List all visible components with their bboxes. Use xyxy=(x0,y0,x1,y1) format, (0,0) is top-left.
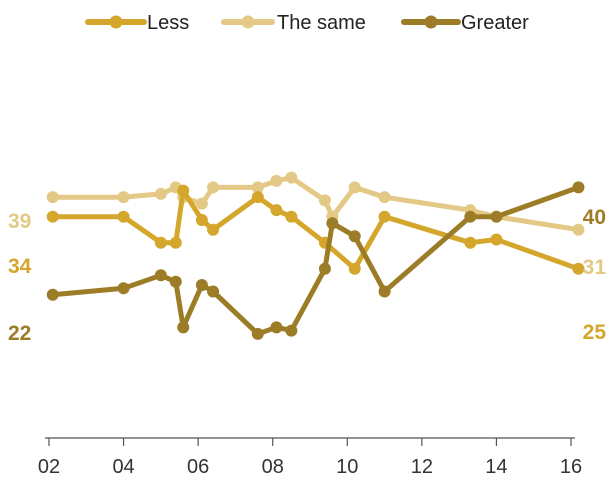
data-point-greater xyxy=(177,321,190,334)
legend-label-less: Less xyxy=(147,12,189,34)
data-point-the-same xyxy=(154,187,167,200)
series-line-less xyxy=(50,188,581,272)
data-point-greater xyxy=(348,230,361,243)
data-point-less xyxy=(251,191,264,204)
data-point-greater xyxy=(270,321,283,334)
x-tick-label: 06 xyxy=(187,456,209,478)
end-value-label: 25 xyxy=(583,321,607,344)
data-point-the-same xyxy=(285,171,298,184)
data-point-greater xyxy=(195,279,208,292)
legend-marker-greater xyxy=(424,15,438,29)
x-tick-label: 10 xyxy=(336,456,358,478)
data-point-the-same xyxy=(195,197,208,210)
data-point-less xyxy=(572,262,585,275)
series-layer xyxy=(46,171,585,340)
data-point-greater xyxy=(154,269,167,282)
data-point-greater xyxy=(169,275,182,288)
data-point-the-same xyxy=(46,191,59,204)
series-less xyxy=(46,184,585,275)
legend-marker-the-same xyxy=(241,15,255,29)
data-point-greater xyxy=(251,327,264,340)
x-tick-label: 16 xyxy=(560,456,582,478)
data-point-the-same xyxy=(572,223,585,236)
data-point-less xyxy=(46,210,59,223)
data-point-greater xyxy=(464,210,477,223)
data-point-less xyxy=(207,223,220,236)
data-point-less xyxy=(177,184,190,197)
data-point-greater xyxy=(318,262,331,275)
data-point-greater xyxy=(326,217,339,230)
data-point-the-same xyxy=(117,191,130,204)
x-tick-label: 12 xyxy=(411,456,433,478)
start-value-label: 22 xyxy=(8,322,31,345)
data-point-greater xyxy=(378,285,391,298)
data-point-the-same xyxy=(348,181,361,194)
series-the-same xyxy=(46,171,585,236)
data-point-the-same xyxy=(270,174,283,187)
legend-label-the-same: The same xyxy=(277,12,366,34)
data-point-greater xyxy=(285,324,298,337)
data-point-greater xyxy=(46,288,59,301)
data-point-the-same xyxy=(318,194,331,207)
series-greater xyxy=(46,181,585,340)
end-value-label: 40 xyxy=(583,206,606,229)
data-point-greater xyxy=(572,181,585,194)
x-axis: 02 04 06 08 10 12 14 16 xyxy=(38,437,582,478)
data-point-less xyxy=(378,210,391,223)
data-point-greater xyxy=(490,210,503,223)
start-value-label: 34 xyxy=(8,255,32,278)
data-point-less xyxy=(270,204,283,217)
start-value-label: 39 xyxy=(8,210,31,233)
data-point-the-same xyxy=(207,181,220,194)
x-tick-label: 04 xyxy=(112,456,134,478)
data-point-less xyxy=(195,213,208,226)
data-point-the-same xyxy=(378,191,391,204)
x-tick-label: 02 xyxy=(38,456,60,478)
data-point-less xyxy=(464,236,477,249)
x-tick-label: 08 xyxy=(262,456,284,478)
data-point-greater xyxy=(207,285,220,298)
data-point-less xyxy=(169,236,182,249)
legend-label-greater: Greater xyxy=(461,12,529,34)
data-point-greater xyxy=(117,282,130,295)
data-point-less xyxy=(490,233,503,246)
legend-marker-less xyxy=(109,15,123,29)
data-point-the-same xyxy=(251,181,264,194)
legend: Less The same Greater xyxy=(85,12,529,34)
data-point-less xyxy=(117,210,130,223)
data-point-less xyxy=(348,262,361,275)
data-point-less xyxy=(154,236,167,249)
end-labels: 39 34 22 40 31 25 xyxy=(8,206,606,345)
end-value-label: 31 xyxy=(583,256,607,279)
x-tick-label: 14 xyxy=(485,456,507,478)
series-line-greater xyxy=(50,184,581,337)
data-point-less xyxy=(285,210,298,223)
